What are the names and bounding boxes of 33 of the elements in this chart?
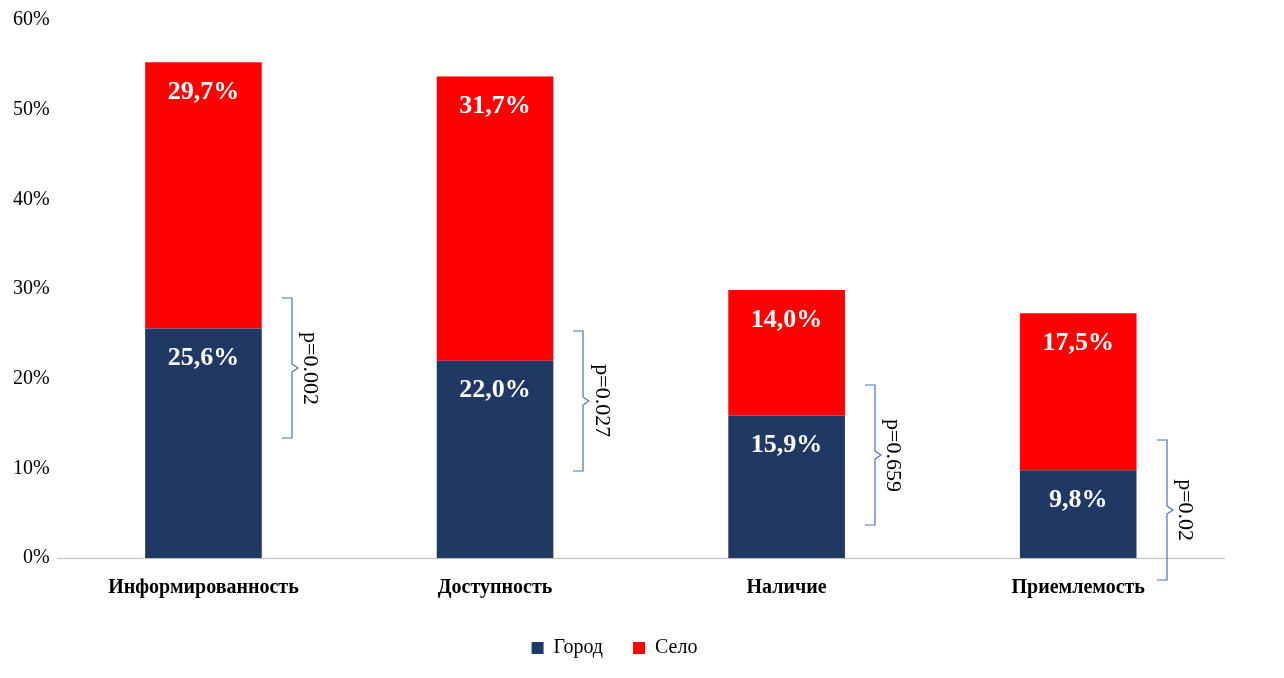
data-label: 22,0%: [459, 374, 531, 404]
bar: [1019, 470, 1137, 558]
x-tick-label: Приемлемость: [1011, 575, 1146, 599]
bar: [728, 415, 845, 558]
legend-label: Город: [553, 635, 603, 659]
bar: [728, 289, 845, 416]
data-label: 29,7%: [167, 75, 240, 105]
y-tick-label: 20%: [12, 365, 50, 388]
annotation: p=0.027: [590, 364, 616, 438]
y-tick-label: 0%: [22, 545, 50, 568]
bar: [1019, 313, 1137, 471]
annotation: p=0.02: [1173, 479, 1199, 542]
annotation: p=0.002: [298, 331, 324, 405]
bar: [145, 62, 262, 329]
data-label: 17,5%: [1042, 326, 1114, 356]
y-tick-label: 30%: [12, 276, 50, 299]
legend-label: Село: [654, 635, 698, 658]
annotation: p=0.659: [882, 418, 908, 492]
data-label: 25,6%: [167, 342, 240, 372]
data-label: 31,7%: [459, 90, 531, 120]
bar: [436, 360, 554, 558]
data-label: 9,8%: [1048, 483, 1108, 513]
x-tick-label: Информированность: [108, 575, 300, 599]
bar: [145, 328, 262, 558]
x-tick-label: Доступность: [437, 575, 553, 599]
y-tick-label: 40%: [12, 186, 50, 209]
data-label: 15,9%: [750, 429, 823, 459]
y-tick-label: 50%: [12, 96, 50, 119]
data-label: 14,0%: [750, 303, 823, 333]
y-tick-label: 10%: [12, 455, 50, 478]
x-tick-label: Наличие: [746, 575, 827, 598]
y-tick-label: 60%: [12, 7, 50, 30]
bar: [436, 76, 554, 361]
